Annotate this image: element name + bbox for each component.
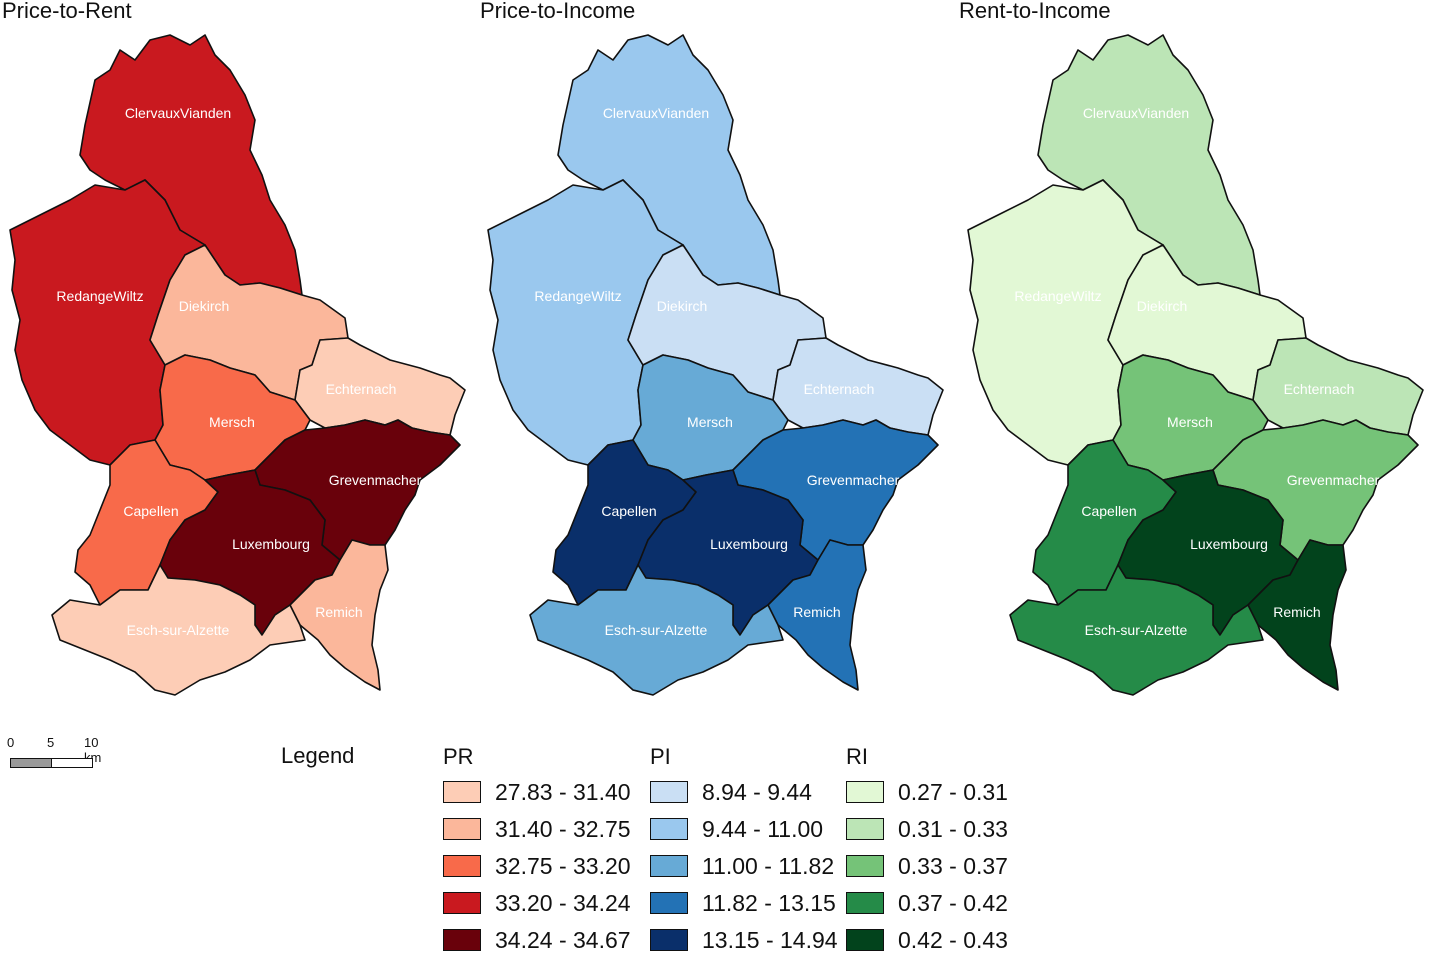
legend-swatch — [650, 818, 688, 840]
region-label: Luxembourg — [232, 536, 310, 552]
region-label: Grevenmacher — [329, 472, 422, 488]
legend-swatch — [650, 781, 688, 803]
legend-label: 0.27 - 0.31 — [898, 778, 1008, 805]
legend-item: 31.40 - 32.75 — [443, 816, 631, 842]
legend-swatch — [443, 855, 481, 877]
region-label: Capellen — [123, 503, 178, 519]
region-label: Mersch — [1167, 414, 1213, 430]
region-label: Capellen — [601, 503, 656, 519]
region-label: Esch-sur-Alzette — [605, 622, 708, 638]
region-label: Diekirch — [657, 298, 708, 314]
map-title-rent-to-income: Rent-to-Income — [959, 0, 1111, 23]
legend-swatch — [846, 818, 884, 840]
choropleth-maps: ClervauxVianden RedangeWiltz Diekirch Echte… — [9, 34, 1424, 696]
legend-label: 34.24 - 34.67 — [495, 926, 631, 953]
legend-item: 13.15 - 14.94 — [650, 927, 838, 953]
legend-swatch — [846, 781, 884, 803]
region-label: Grevenmacher — [807, 472, 900, 488]
legend-item: 33.20 - 34.24 — [443, 890, 631, 916]
region-label: Grevenmacher — [1287, 472, 1380, 488]
region-label: ClervauxVianden — [125, 105, 231, 121]
legend-group-title: PR — [443, 744, 474, 769]
region-label: Esch-sur-Alzette — [1085, 622, 1188, 638]
legend-item: 0.37 - 0.42 — [846, 890, 1008, 916]
region-label: Luxembourg — [1190, 536, 1268, 552]
region-label: Echternach — [326, 381, 397, 397]
legend-swatch — [443, 929, 481, 951]
scale-bar-segment-filled — [10, 758, 52, 768]
region-label: Mersch — [209, 414, 255, 430]
legend-swatch — [650, 855, 688, 877]
region-label: Echternach — [804, 381, 875, 397]
scale-bar-label-5: 5 — [47, 735, 55, 750]
legend-swatch — [650, 892, 688, 914]
legend-title: Legend — [281, 743, 355, 768]
legend-item: 27.83 - 31.40 — [443, 779, 631, 805]
region-label: Remich — [1273, 604, 1320, 620]
legend-swatch — [846, 855, 884, 877]
legend-item: 32.75 - 33.20 — [443, 853, 631, 879]
region-label: Remich — [793, 604, 840, 620]
region-label: Capellen — [1081, 503, 1136, 519]
legend-swatch — [650, 929, 688, 951]
scale-bar-label-0: 0 — [7, 735, 15, 750]
legend-swatch — [846, 929, 884, 951]
legend-swatch — [443, 781, 481, 803]
legend-label: 11.82 - 13.15 — [702, 889, 836, 916]
price-to-income-map: ClervauxVianden RedangeWiltz Diekirch Echte… — [487, 34, 944, 696]
legend-swatch — [846, 892, 884, 914]
legend-label: 0.37 - 0.42 — [898, 889, 1008, 916]
region-label: ClervauxVianden — [603, 105, 709, 121]
region-label: Diekirch — [179, 298, 230, 314]
legend-label: 0.33 - 0.37 — [898, 852, 1008, 879]
legend-item: 11.00 - 11.82 — [650, 853, 834, 879]
region-label: Luxembourg — [710, 536, 788, 552]
legend-label: 9.44 - 11.00 — [702, 815, 824, 842]
region-label: ClervauxVianden — [1083, 105, 1189, 121]
legend-label: 32.75 - 33.20 — [495, 852, 631, 879]
map-title-price-to-rent: Price-to-Rent — [2, 0, 132, 23]
legend-item: 11.82 - 13.15 — [650, 890, 836, 916]
legend-label: 11.00 - 11.82 — [702, 852, 835, 879]
rent-to-income-map: ClervauxVianden RedangeWiltz Diekirch Echte… — [967, 34, 1424, 696]
legend-item: 0.27 - 0.31 — [846, 779, 1008, 805]
legend-group-title: PI — [650, 744, 671, 769]
legend-label: 31.40 - 32.75 — [495, 815, 631, 842]
region-label: RedangeWiltz — [1014, 288, 1101, 304]
legend-label: 33.20 - 34.24 — [495, 889, 631, 916]
region-label: Echternach — [1284, 381, 1355, 397]
legend-label: 8.94 - 9.44 — [702, 778, 812, 805]
region-label: Diekirch — [1137, 298, 1188, 314]
legend-item: 0.33 - 0.37 — [846, 853, 1008, 879]
legend-item: 8.94 - 9.44 — [650, 779, 812, 805]
scale-bar-segment-empty — [51, 758, 93, 768]
region-label: Mersch — [687, 414, 733, 430]
price-to-rent-map: ClervauxVianden RedangeWiltz Diekirch Echte… — [9, 34, 466, 696]
legend-label: 27.83 - 31.40 — [495, 778, 631, 805]
map-title-price-to-income: Price-to-Income — [480, 0, 636, 23]
legend-swatch — [443, 892, 481, 914]
legend-group-title: RI — [846, 744, 868, 769]
legend-item: 34.24 - 34.67 — [443, 927, 631, 953]
legend-item: 0.31 - 0.33 — [846, 816, 1008, 842]
region-label: RedangeWiltz — [56, 288, 143, 304]
legend-item: 9.44 - 11.00 — [650, 816, 823, 842]
legend-label: 13.15 - 14.94 — [702, 926, 838, 953]
region-label: RedangeWiltz — [534, 288, 621, 304]
legend-label: 0.42 - 0.43 — [898, 926, 1008, 953]
legend-swatch — [443, 818, 481, 840]
legend-label: 0.31 - 0.33 — [898, 815, 1008, 842]
region-label: Esch-sur-Alzette — [127, 622, 230, 638]
legend-item: 0.42 - 0.43 — [846, 927, 1008, 953]
region-label: Remich — [315, 604, 362, 620]
